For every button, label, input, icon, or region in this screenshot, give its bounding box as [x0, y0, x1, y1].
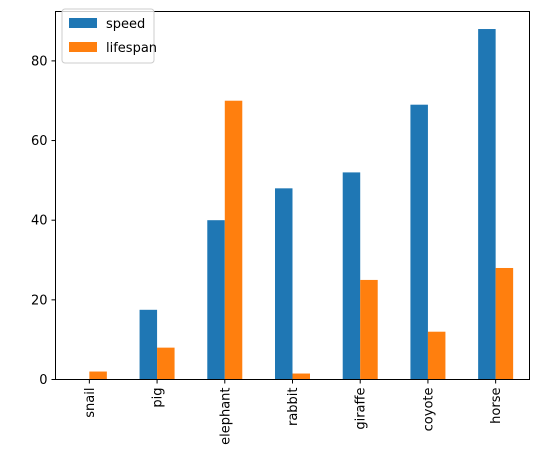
- x-tick-label-elephant: elephant: [218, 388, 233, 445]
- y-tick-label: 60: [31, 134, 48, 149]
- bar-lifespan-pig: [157, 347, 175, 380]
- bar-lifespan-coyote: [427, 331, 446, 380]
- legend: speed lifespan: [61, 8, 157, 64]
- bar-speed-rabbit: [275, 188, 293, 380]
- legend-swatch-lifespan: [69, 42, 97, 52]
- bar-lifespan-rabbit: [292, 373, 310, 380]
- x-tick-label-giraffe: giraffe: [354, 388, 369, 430]
- bar-speed-horse: [478, 29, 496, 380]
- y-tick-label: 40: [31, 214, 48, 229]
- bar-lifespan-snail: [89, 371, 107, 380]
- legend-label-lifespan: lifespan: [106, 41, 157, 56]
- y-axis: 0 20 40 60 80: [31, 54, 56, 388]
- plot-frame: [55, 11, 530, 380]
- x-tick-label-rabbit: rabbit: [286, 388, 301, 427]
- x-tick-label-pig: pig: [151, 388, 166, 408]
- x-axis: snail pig elephant rabbit giraffe coyote horse: [83, 379, 504, 445]
- bar-lifespan-elephant: [224, 100, 243, 380]
- bar-lifespan-giraffe: [360, 279, 378, 380]
- bar-speed-pig: [139, 309, 158, 380]
- y-tick-label: 20: [31, 293, 48, 308]
- x-tick-label-coyote: coyote: [421, 387, 436, 431]
- bar-speed-coyote: [410, 104, 428, 380]
- y-tick-label: 80: [31, 54, 48, 69]
- bars-layer: [71, 29, 514, 380]
- x-tick-label-snail: snail: [83, 388, 98, 418]
- bar-speed-giraffe: [342, 172, 361, 380]
- legend-swatch-speed: [69, 18, 97, 28]
- legend-label-speed: speed: [106, 17, 145, 32]
- bar-lifespan-horse: [495, 267, 514, 380]
- bar-speed-elephant: [207, 220, 225, 380]
- x-tick-label-horse: horse: [489, 387, 504, 423]
- y-tick-label: 0: [39, 373, 47, 388]
